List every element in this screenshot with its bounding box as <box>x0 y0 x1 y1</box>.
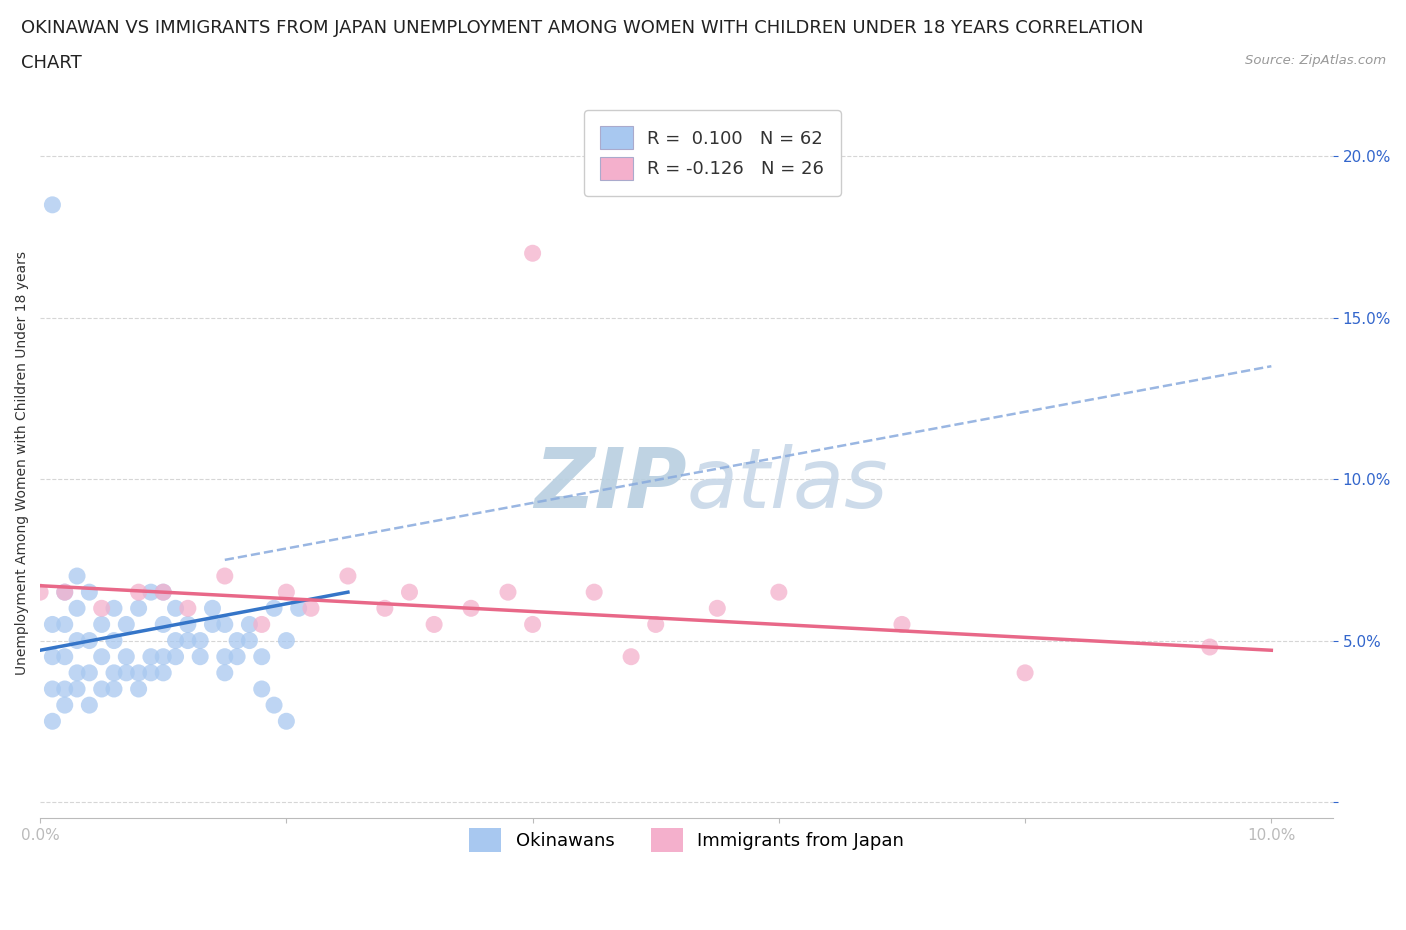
Point <box>115 649 138 664</box>
Point <box>374 601 396 616</box>
Point <box>250 617 273 631</box>
Point <box>103 682 125 697</box>
Point <box>79 698 101 712</box>
Point <box>103 601 125 616</box>
Point <box>152 617 174 631</box>
Text: OKINAWAN VS IMMIGRANTS FROM JAPAN UNEMPLOYMENT AMONG WOMEN WITH CHILDREN UNDER 1: OKINAWAN VS IMMIGRANTS FROM JAPAN UNEMPL… <box>21 19 1143 36</box>
Point <box>706 601 728 616</box>
Point <box>103 633 125 648</box>
Point <box>398 585 420 600</box>
Text: atlas: atlas <box>686 444 889 525</box>
Text: CHART: CHART <box>21 54 82 72</box>
Point <box>53 617 76 631</box>
Point <box>53 649 76 664</box>
Point <box>201 601 224 616</box>
Point <box>226 649 249 664</box>
Point <box>188 649 211 664</box>
Point <box>115 665 138 680</box>
Point <box>128 601 150 616</box>
Point <box>522 246 544 260</box>
Point <box>30 585 52 600</box>
Point <box>152 665 174 680</box>
Point <box>90 601 112 616</box>
Point <box>79 585 101 600</box>
Point <box>177 633 200 648</box>
Point <box>79 665 101 680</box>
Point <box>66 682 89 697</box>
Point <box>103 665 125 680</box>
Point <box>276 585 298 600</box>
Point <box>336 568 359 583</box>
Point <box>201 617 224 631</box>
Point <box>53 682 76 697</box>
Point <box>238 617 260 631</box>
Point <box>188 633 211 648</box>
Point <box>299 601 322 616</box>
Point <box>128 665 150 680</box>
Text: Source: ZipAtlas.com: Source: ZipAtlas.com <box>1246 54 1386 67</box>
Point <box>250 682 273 697</box>
Point <box>152 649 174 664</box>
Point <box>66 665 89 680</box>
Point <box>165 649 187 664</box>
Point <box>644 617 666 631</box>
Point <box>41 649 63 664</box>
Point <box>177 617 200 631</box>
Point <box>263 601 285 616</box>
Point <box>139 665 162 680</box>
Point <box>90 682 112 697</box>
Point <box>41 617 63 631</box>
Point <box>460 601 482 616</box>
Point <box>238 633 260 648</box>
Point <box>115 617 138 631</box>
Point <box>128 682 150 697</box>
Point <box>423 617 446 631</box>
Point <box>1198 640 1220 655</box>
Point <box>128 585 150 600</box>
Point <box>152 585 174 600</box>
Text: ZIP: ZIP <box>534 444 686 525</box>
Point <box>177 601 200 616</box>
Point <box>287 601 309 616</box>
Point <box>53 585 76 600</box>
Point <box>263 698 285 712</box>
Point <box>226 633 249 648</box>
Point <box>66 601 89 616</box>
Point <box>214 617 236 631</box>
Point <box>250 649 273 664</box>
Point <box>620 649 643 664</box>
Point <box>276 633 298 648</box>
Point <box>41 682 63 697</box>
Point <box>583 585 606 600</box>
Point <box>53 585 76 600</box>
Point <box>79 633 101 648</box>
Legend: Okinawans, Immigrants from Japan: Okinawans, Immigrants from Japan <box>461 821 911 858</box>
Point <box>522 617 544 631</box>
Point <box>139 649 162 664</box>
Point <box>214 568 236 583</box>
Point <box>165 633 187 648</box>
Point <box>41 714 63 729</box>
Point <box>41 197 63 212</box>
Point <box>90 617 112 631</box>
Point <box>214 649 236 664</box>
Point <box>496 585 519 600</box>
Point <box>276 714 298 729</box>
Point <box>891 617 914 631</box>
Point <box>1014 665 1036 680</box>
Point <box>66 568 89 583</box>
Point <box>214 665 236 680</box>
Point <box>152 585 174 600</box>
Y-axis label: Unemployment Among Women with Children Under 18 years: Unemployment Among Women with Children U… <box>15 251 30 675</box>
Point <box>53 698 76 712</box>
Point <box>768 585 790 600</box>
Point <box>165 601 187 616</box>
Point <box>139 585 162 600</box>
Point <box>66 633 89 648</box>
Point <box>90 649 112 664</box>
